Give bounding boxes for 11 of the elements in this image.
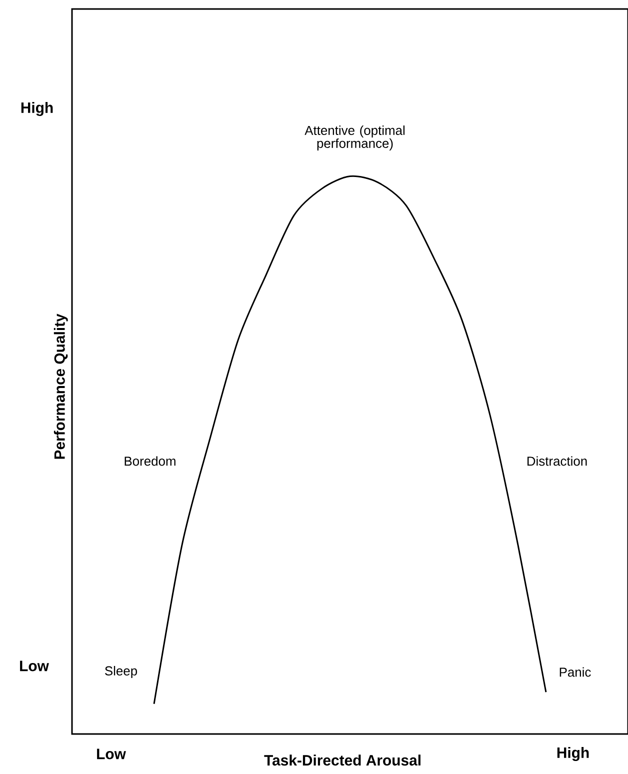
annotation: Boredom — [124, 456, 176, 466]
text: Low — [20, 660, 49, 672]
y-axis-title: Performance Quality — [54, 314, 68, 459]
text: Low — [97, 748, 126, 760]
annotation: Panic — [560, 667, 591, 677]
text: Attentive (optimal performance) — [304, 125, 405, 151]
text: Sleep — [105, 666, 138, 678]
annotation: Distraction — [527, 456, 587, 466]
x-axis-title: Task-Directed Arousal — [264, 754, 420, 766]
text: High — [21, 102, 53, 116]
text: High — [557, 747, 589, 762]
